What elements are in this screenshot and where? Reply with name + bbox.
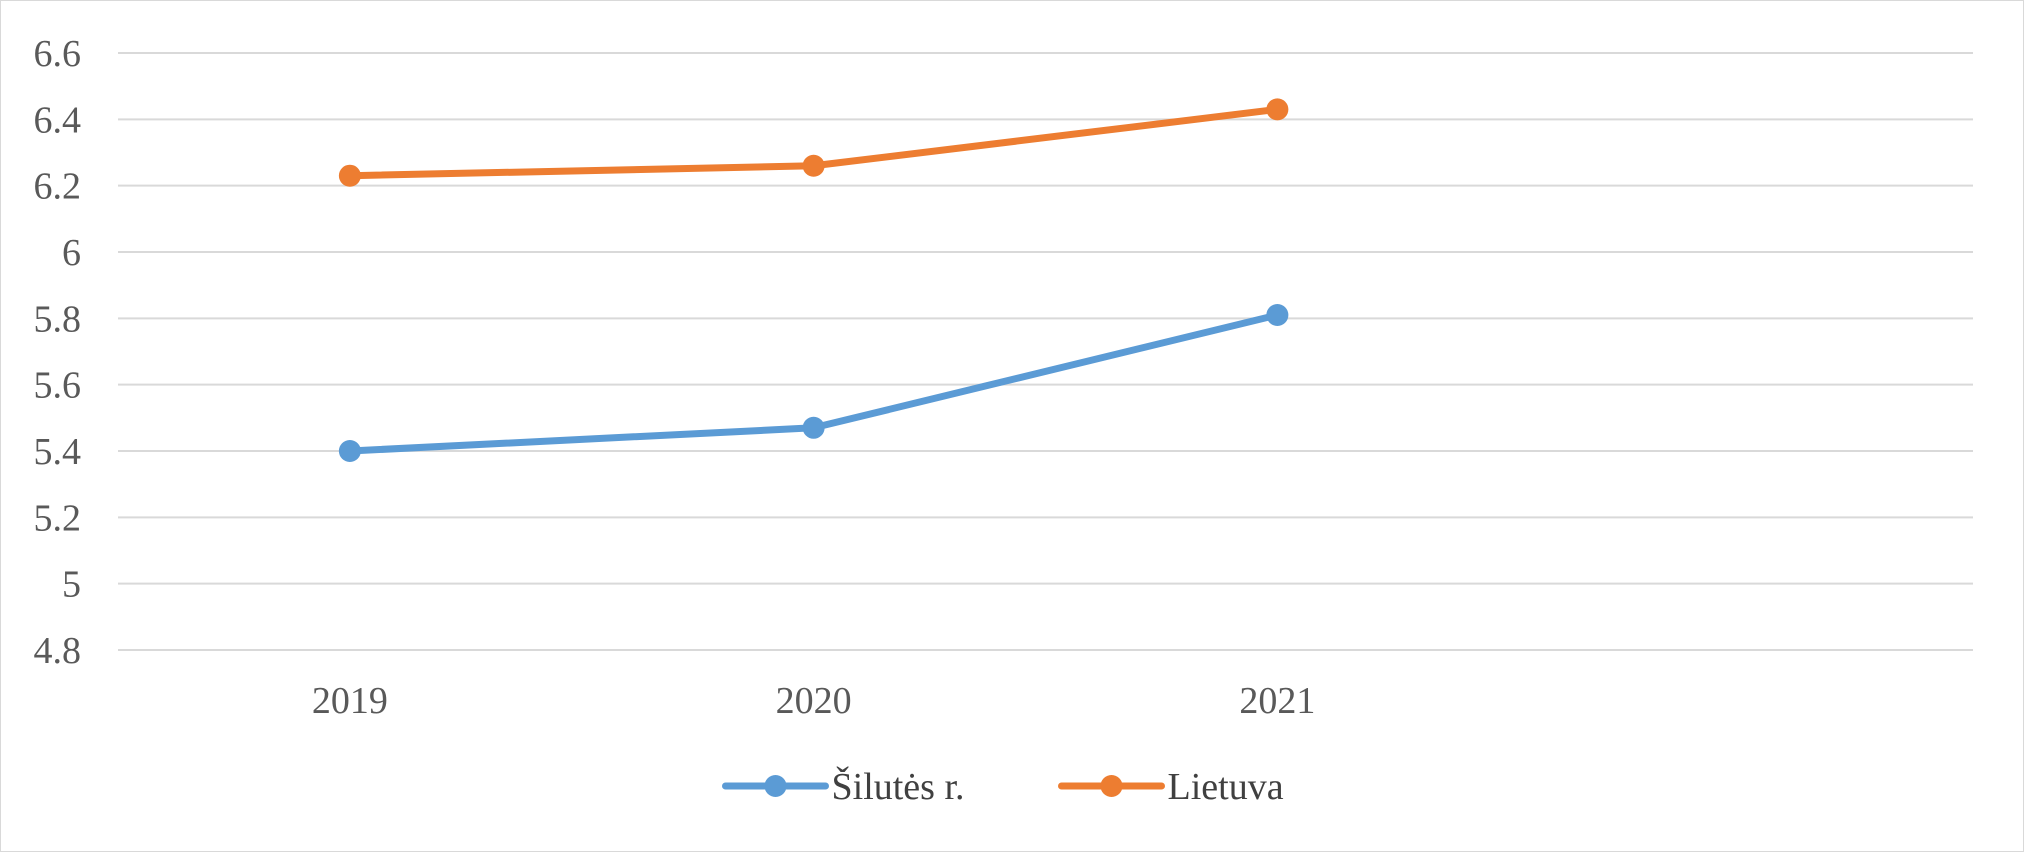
y-tick-label: 5.6: [34, 365, 82, 407]
y-tick-label: 5.4: [34, 431, 82, 473]
legend-swatch-marker: [764, 775, 787, 797]
data-point: [1266, 98, 1289, 121]
series-0: [338, 304, 1289, 462]
data-point: [1266, 304, 1289, 327]
y-tick-label: 6: [62, 232, 81, 274]
y-tick-label: 6.2: [34, 166, 82, 208]
legend-label: Šilutės r.: [832, 766, 965, 808]
legend-swatch-marker: [1100, 775, 1123, 797]
legend-item: Šilutės r.: [722, 766, 965, 808]
x-tick-label: 2020: [776, 680, 852, 722]
series-1: [338, 98, 1289, 187]
x-tick-label: 2021: [1239, 680, 1315, 722]
x-tick-label: 2019: [312, 680, 388, 722]
data-point: [338, 440, 361, 462]
y-tick-label: 6.4: [34, 99, 82, 141]
data-point: [802, 154, 825, 177]
series-layer: [338, 98, 1289, 462]
y-tick-label: 6.6: [34, 33, 82, 75]
gridlines: [118, 52, 1973, 651]
y-tick-label: 4.8: [34, 630, 82, 672]
data-point: [338, 164, 361, 187]
y-axis-tick-labels: 4.8 5 5.2 5.4 5.6 5.8 6 6.2 6.4 6.6: [34, 33, 82, 672]
legend-item: Lietuva: [1058, 766, 1284, 808]
y-tick-label: 5.2: [34, 497, 82, 539]
x-axis-tick-labels: 2019 2020 2021: [312, 680, 1316, 722]
data-point: [802, 416, 825, 439]
y-tick-label: 5: [62, 564, 81, 606]
legend: Šilutės r. Lietuva: [722, 766, 1284, 808]
legend-label: Lietuva: [1168, 766, 1284, 808]
y-tick-label: 5.8: [34, 298, 82, 340]
